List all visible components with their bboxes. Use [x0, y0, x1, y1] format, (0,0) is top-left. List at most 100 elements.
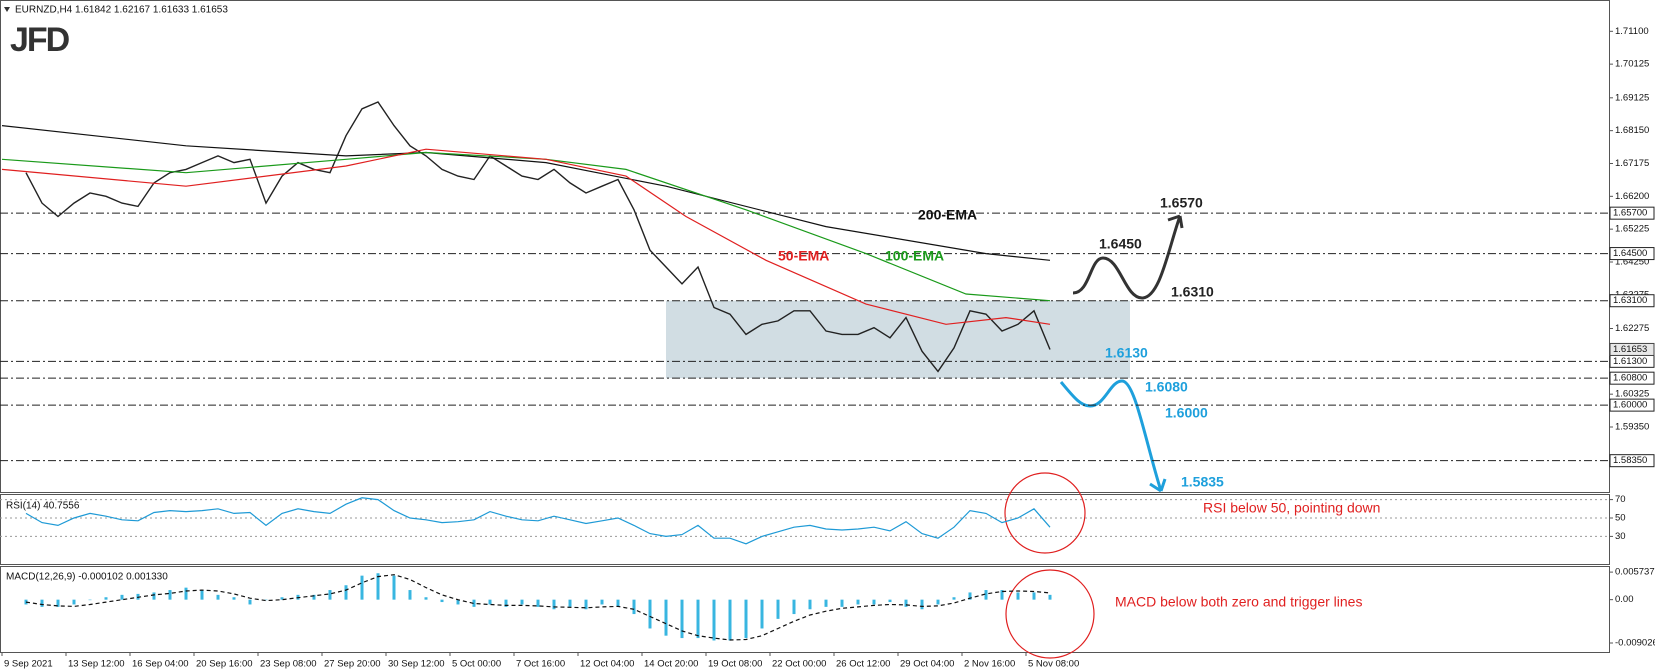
macd-bar — [776, 599, 780, 619]
x-tick-label: 20 Sep 16:00 — [196, 659, 253, 670]
macd-bar — [1032, 592, 1036, 600]
x-tick-label: 30 Sep 12:00 — [388, 659, 445, 670]
logo: JFD — [10, 21, 70, 59]
scenario-label: 1.6130 — [1105, 345, 1148, 361]
macd-bar — [440, 599, 444, 603]
macd-bar — [744, 599, 748, 639]
rsi-annotation: RSI below 50, pointing down — [1203, 500, 1380, 516]
macd-bar — [840, 599, 844, 607]
level-label: 1.64500 — [1613, 248, 1647, 259]
ema-line — [1, 148, 1051, 325]
macd-bar — [408, 590, 412, 600]
macd-bar — [1000, 590, 1004, 600]
macd-bar — [120, 594, 124, 600]
macd-bar — [88, 599, 92, 601]
macd-bar — [904, 599, 908, 607]
level-label: 1.65700 — [1613, 208, 1647, 219]
macd-bar — [344, 585, 348, 600]
bullish-arrow-head — [1167, 214, 1184, 229]
y-tick-label: 0.005737 — [1615, 567, 1655, 578]
level-label: 1.58350 — [1613, 455, 1647, 466]
macd-bar — [968, 592, 972, 600]
macd-bar — [248, 599, 252, 605]
rsi-highlight-circle — [1004, 472, 1086, 554]
y-tick-label: 1.69125 — [1615, 92, 1649, 103]
macd-bar — [56, 599, 60, 607]
header-triangle — [4, 7, 10, 12]
scenario-label: 1.6310 — [1171, 284, 1214, 300]
macd-panel-frame — [0, 566, 1610, 653]
scenario-label: 1.6450 — [1099, 236, 1142, 252]
macd-bar — [232, 597, 236, 600]
level-label: 1.60000 — [1613, 400, 1647, 411]
rsi-line — [25, 497, 1051, 545]
rsi-panel-frame — [0, 494, 1610, 565]
macd-header: MACD(12,26,9) -0.000102 0.001330 — [6, 572, 168, 583]
macd-bar — [520, 599, 524, 605]
x-tick-label: 5 Oct 00:00 — [452, 659, 501, 670]
bearish-scenario-path — [1059, 379, 1163, 492]
macd-bar — [952, 597, 956, 600]
signal-line — [25, 574, 1051, 641]
macd-bar — [600, 599, 604, 605]
ema-label: 100-EMA — [885, 248, 944, 264]
macd-highlight-circle — [1005, 569, 1095, 659]
x-tick-label: 27 Sep 20:00 — [324, 659, 381, 670]
y-tick-label: 1.67175 — [1615, 158, 1649, 169]
macd-bar — [872, 599, 876, 605]
macd-bar — [472, 599, 476, 607]
level-label-box — [1609, 454, 1655, 468]
macd-bar — [504, 599, 508, 607]
x-tick-label: 26 Oct 12:00 — [836, 659, 890, 670]
scenario-label: 1.6000 — [1165, 405, 1208, 421]
macd-bar — [264, 599, 268, 601]
x-tick-label: 2 Nov 16:00 — [964, 659, 1015, 670]
y-tick-label: 1.68150 — [1615, 125, 1649, 136]
macd-bar — [712, 599, 716, 641]
macd-bar — [200, 590, 204, 600]
macd-bar — [680, 599, 684, 639]
macd-bar — [280, 597, 284, 600]
level-label-box — [1609, 294, 1655, 308]
x-tick-label: 16 Sep 04:00 — [132, 659, 189, 670]
macd-bar — [552, 599, 556, 610]
macd-bar — [424, 597, 428, 600]
macd-bar — [920, 599, 924, 610]
price-panel-frame — [0, 0, 1610, 493]
macd-bar — [104, 597, 108, 600]
range-box — [666, 300, 1130, 379]
macd-bar — [488, 599, 492, 605]
macd-bar — [632, 599, 636, 615]
bearish-arrow-head — [1149, 478, 1167, 493]
x-tick-label: 19 Oct 08:00 — [708, 659, 762, 670]
macd-bar — [808, 599, 812, 610]
macd-bar — [1048, 594, 1052, 600]
level-label-box — [1609, 247, 1655, 261]
macd-bar — [536, 599, 540, 607]
scenario-label: 1.6080 — [1145, 379, 1188, 395]
x-tick-label: 13 Sep 12:00 — [68, 659, 125, 670]
x-tick-label: 22 Oct 00:00 — [772, 659, 826, 670]
y-tick-label: 1.60325 — [1615, 389, 1649, 400]
macd-bar — [760, 599, 764, 629]
macd-bar — [824, 599, 828, 607]
macd-bar — [184, 587, 188, 600]
x-tick-label: 12 Oct 04:00 — [580, 659, 634, 670]
macd-bar — [568, 599, 572, 607]
macd-bar — [936, 599, 940, 605]
macd-bar — [24, 599, 28, 605]
macd-bar — [888, 599, 892, 603]
macd-bar — [392, 575, 396, 600]
macd-bar — [456, 599, 460, 605]
macd-bar — [856, 599, 860, 605]
bullish-scenario-path — [1072, 215, 1182, 300]
rsi-header: RSI(14) 40.7556 — [6, 501, 80, 512]
price-header: EURNZD,H4 1.61842 1.62167 1.61633 1.6165… — [15, 5, 228, 16]
macd-bar — [728, 599, 732, 641]
price-line — [25, 101, 1051, 373]
y-tick-label: 1.71100 — [1615, 26, 1649, 37]
x-tick-label: 14 Oct 20:00 — [644, 659, 698, 670]
macd-bar — [792, 599, 796, 615]
macd-bar — [40, 599, 44, 607]
